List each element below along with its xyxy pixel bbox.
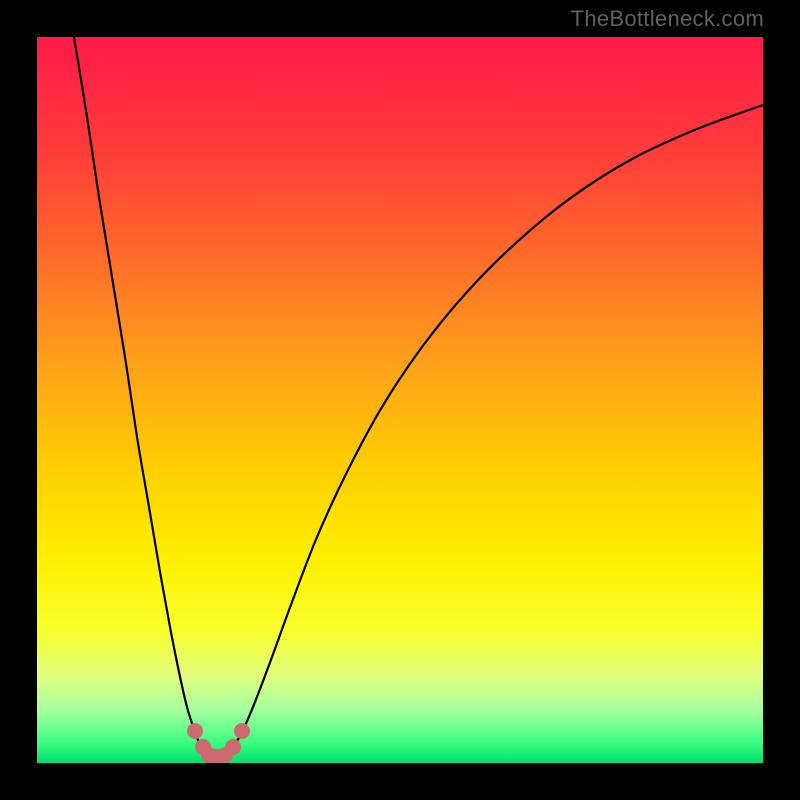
plot-area — [37, 37, 763, 763]
minimum-marker — [234, 723, 250, 739]
minimum-marker — [187, 723, 203, 739]
chart-container: TheBottleneck.com — [0, 0, 800, 800]
minimum-marker — [225, 739, 241, 755]
curve-overlay — [37, 37, 763, 763]
minimum-markers — [187, 723, 250, 763]
watermark-text: TheBottleneck.com — [571, 6, 764, 32]
curve-right-branch — [225, 105, 763, 757]
curve-left-branch — [74, 37, 209, 757]
